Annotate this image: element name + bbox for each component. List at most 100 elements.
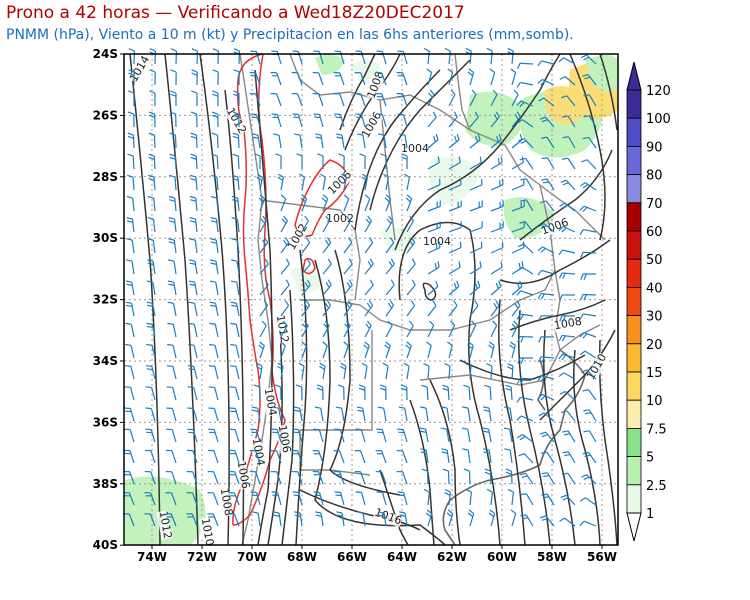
wind-barb (275, 153, 282, 170)
wind-barb (516, 266, 534, 275)
isobar-label: 1004 (250, 437, 268, 467)
wind-barb (441, 448, 450, 464)
isobar-line (599, 53, 618, 131)
wind-barb (126, 195, 135, 212)
wind-barb (322, 215, 330, 233)
wind-barb (212, 48, 220, 65)
wind-barb (293, 406, 303, 422)
wind-barb (406, 320, 414, 338)
wind-barb (469, 280, 481, 296)
wind-barb (490, 280, 502, 296)
wind-barb (558, 272, 576, 279)
wind-barb (562, 115, 576, 128)
wind-barb (228, 470, 240, 485)
isobar-label: 1002 (326, 212, 354, 225)
wind-barb (538, 315, 555, 322)
wind-barb (333, 470, 345, 485)
wind-barb (448, 320, 456, 338)
wind-barb (511, 111, 521, 128)
colorbar-segment (626, 315, 642, 345)
isobar-line (509, 299, 606, 331)
wind-barb (230, 301, 240, 317)
wind-barb (558, 372, 576, 380)
wind-barb (420, 406, 429, 422)
wind-barb (421, 468, 429, 485)
wind-barb (167, 280, 177, 296)
wind-barb (421, 384, 429, 401)
wind-barb (364, 300, 374, 317)
wind-barb (272, 406, 282, 422)
wind-barb (447, 68, 454, 86)
isobar-label-bg (540, 217, 571, 238)
wind-barb (559, 294, 576, 301)
wind-barb (364, 279, 374, 296)
wind-barb (354, 92, 366, 107)
wind-barb (301, 300, 311, 317)
wind-barb (126, 259, 135, 275)
isobar-label-bg (326, 214, 354, 225)
wind-barb (211, 111, 219, 128)
colorbar-label: 30 (646, 310, 663, 325)
wind-barb (419, 427, 429, 443)
wind-barb (561, 157, 576, 170)
wind-barb (469, 241, 483, 254)
wind-barb (517, 357, 534, 364)
wind-barb (295, 384, 303, 401)
wind-barb (385, 320, 393, 338)
wind-barb (169, 132, 177, 149)
wind-barb (317, 153, 324, 170)
wind-barb (384, 194, 392, 212)
wind-barb (425, 509, 433, 527)
wind-barb (146, 301, 156, 317)
isobar-line (369, 59, 471, 211)
wind-barb (558, 225, 576, 233)
wind-barb (427, 89, 435, 107)
wind-barb (519, 221, 534, 233)
isobar-label-bg (423, 237, 451, 248)
isobar-label-bg (249, 437, 266, 467)
wind-barb (186, 513, 198, 527)
wind-barb (463, 384, 471, 401)
wind-barb (333, 72, 345, 86)
wind-barb (256, 362, 263, 380)
wind-barb (490, 241, 504, 254)
colorbar-segment (626, 399, 642, 429)
wind-barb (427, 178, 441, 191)
wind-barb (188, 322, 198, 338)
wind-barb (507, 47, 514, 65)
lon-tick-label: 62W (437, 550, 467, 564)
wind-barb (166, 386, 177, 401)
wind-barb (382, 173, 390, 191)
wind-barb (448, 241, 462, 254)
isobar-label-bg (198, 517, 215, 547)
wind-barb (191, 69, 198, 86)
wind-barb (301, 320, 309, 338)
wind-barb (301, 279, 311, 296)
isobar-label-bg (326, 169, 355, 198)
wind-barb (270, 72, 282, 86)
wind-barb (580, 182, 597, 191)
wind-barb (300, 194, 308, 212)
wind-barb (124, 407, 135, 422)
isobar-label: 1006 (235, 460, 253, 490)
wind-barb (249, 450, 261, 464)
lat-tick-label: 36S (93, 415, 118, 429)
wind-barb (127, 132, 135, 149)
isobar-line (569, 53, 606, 241)
isobar-line (199, 53, 230, 546)
wind-barb (209, 343, 219, 359)
wind-barb (537, 78, 555, 86)
wind-barb (539, 431, 555, 443)
wind-barb (190, 111, 198, 128)
isobar-line (422, 282, 437, 301)
wind-barb (516, 313, 534, 321)
wind-barb (518, 452, 534, 464)
wind-barb (490, 133, 502, 149)
wind-barb (355, 113, 366, 128)
wind-barb (420, 448, 429, 464)
wind-barb (380, 153, 387, 170)
wind-barb (312, 72, 324, 86)
wind-barb (322, 320, 330, 338)
wind-barb (230, 343, 240, 359)
wind-barb (484, 384, 492, 401)
